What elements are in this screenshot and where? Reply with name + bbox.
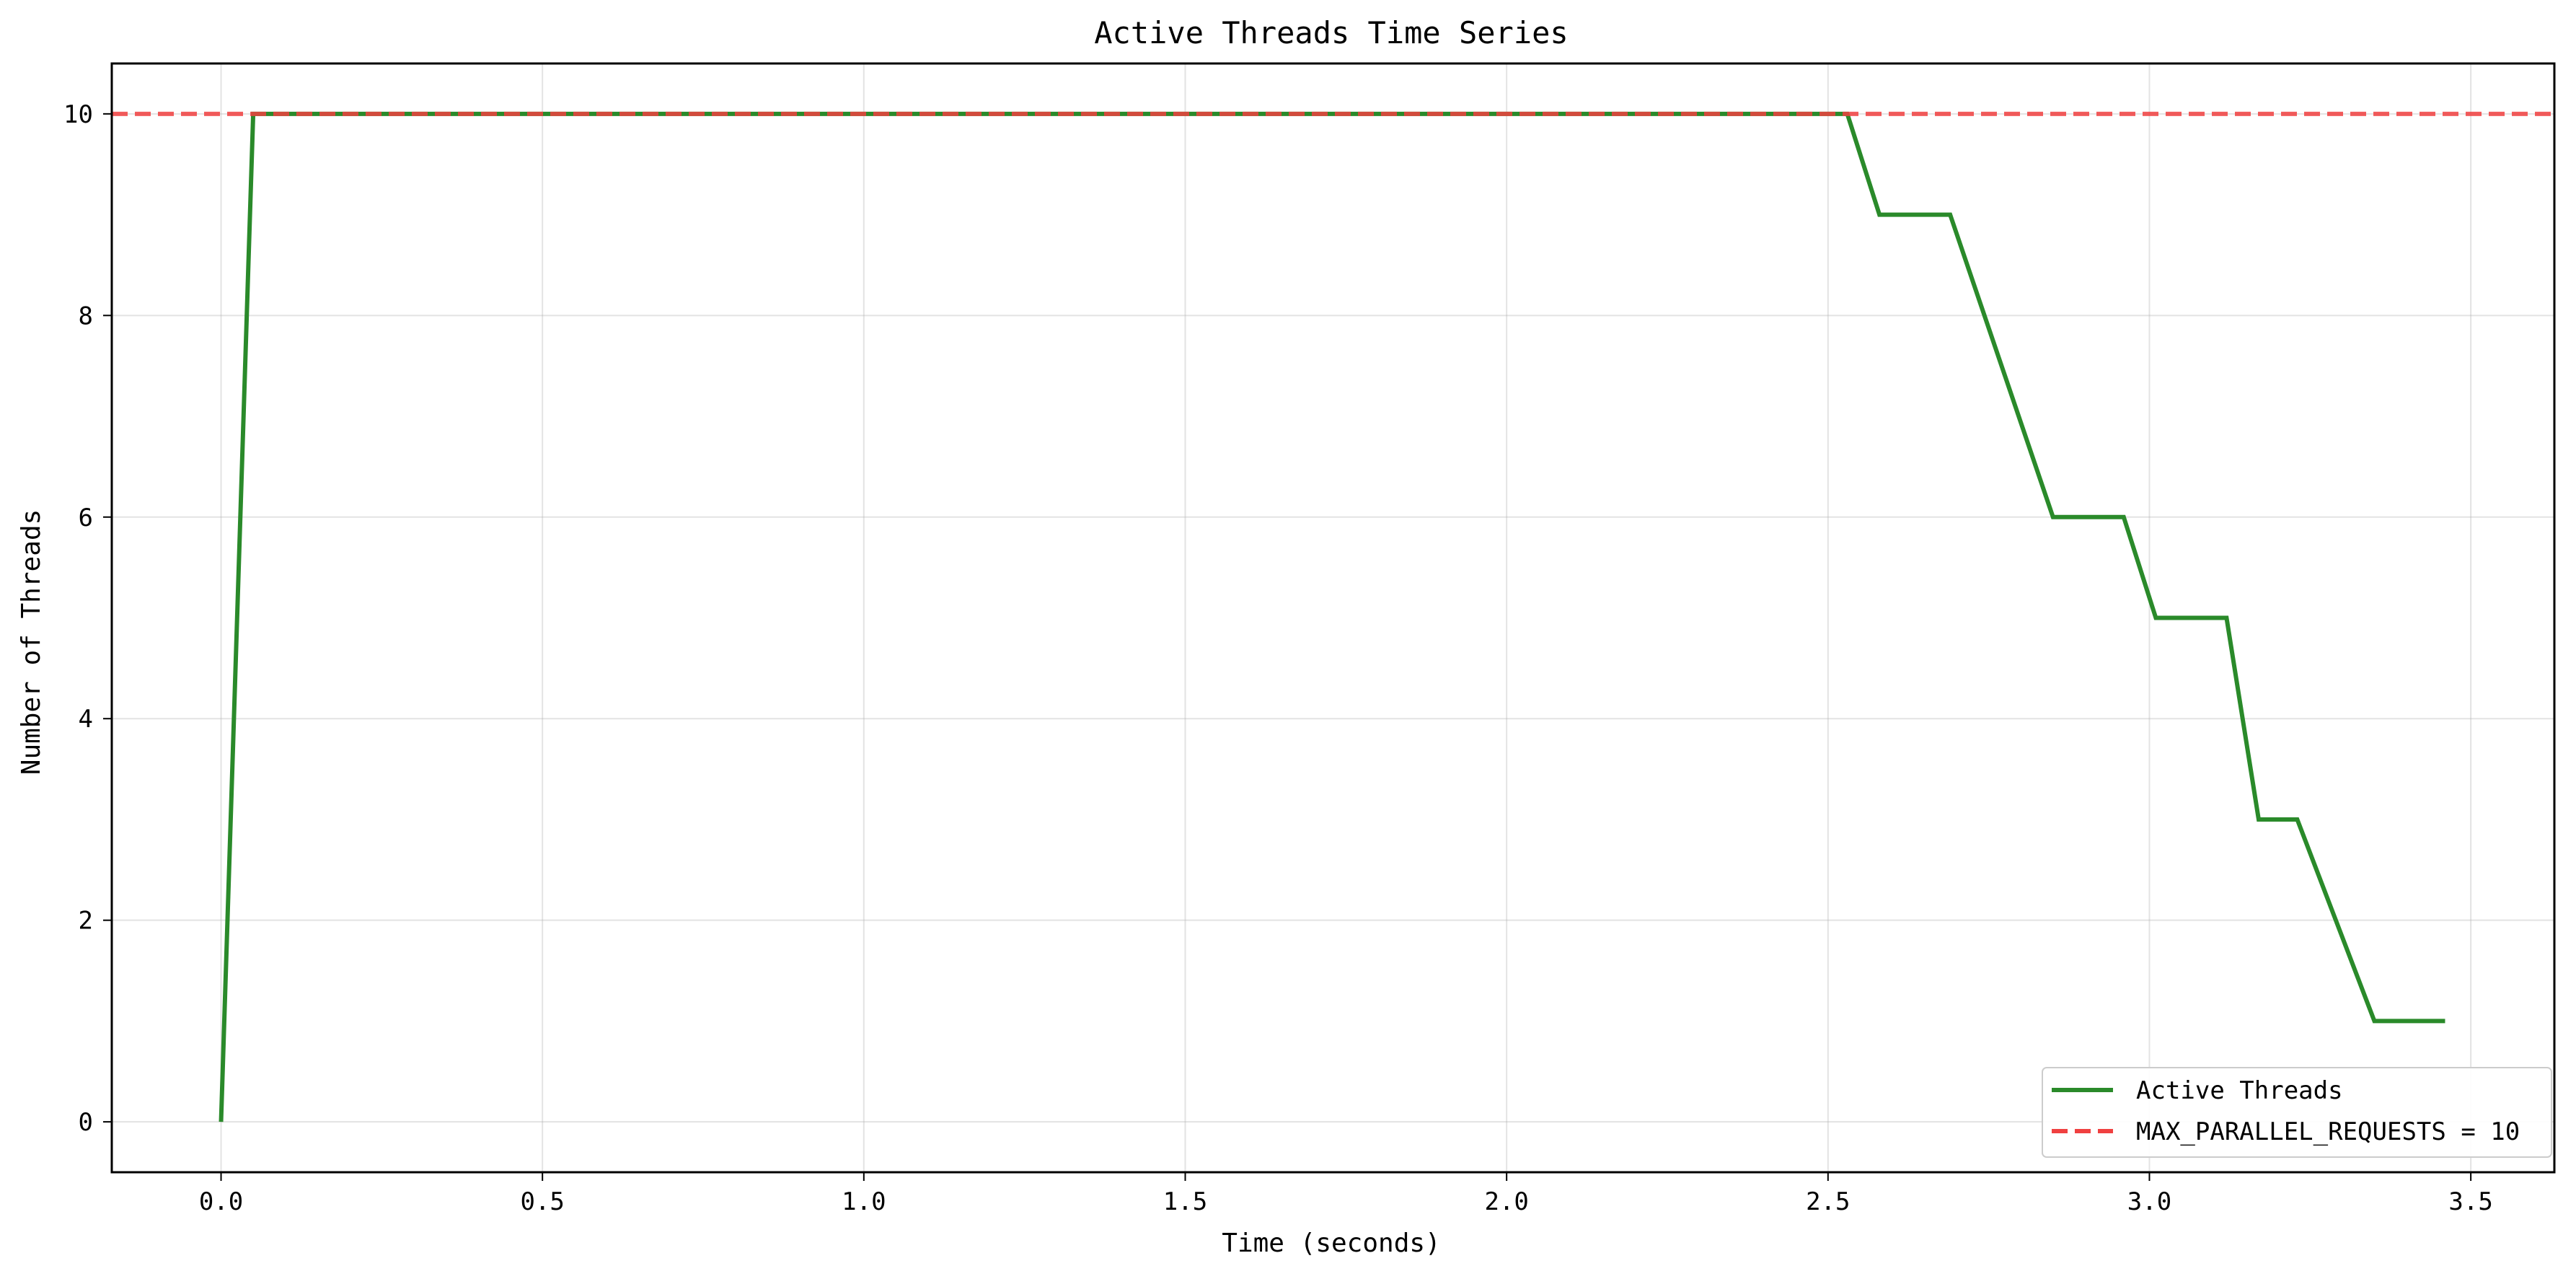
legend-label-max-parallel: MAX_PARALLEL_REQUESTS = 10 (2136, 1117, 2520, 1146)
series-layer (112, 111, 2554, 1122)
y-tick-label: 6 (79, 504, 93, 532)
y-tick-label: 8 (79, 302, 93, 330)
y-tick-label: 10 (63, 100, 93, 129)
y-tick-label: 4 (79, 705, 93, 734)
y-tick-label: 2 (79, 907, 93, 936)
y-axis-label: Number of Threads (17, 509, 46, 775)
x-tick-label: 3.5 (2448, 1187, 2492, 1216)
chart-title: Active Threads Time Series (1094, 15, 1568, 50)
x-tick-label: 0.5 (520, 1187, 564, 1216)
x-tick-label: 2.0 (1484, 1187, 1528, 1216)
x-tick-label: 1.5 (1163, 1187, 1207, 1216)
legend-box (2042, 1067, 2552, 1158)
x-tick-label: 1.0 (842, 1187, 886, 1216)
legend: Active Threads MAX_PARALLEL_REQUESTS = 1… (2042, 1067, 2552, 1158)
y-tick-label: 0 (79, 1108, 93, 1137)
x-axis-label: Time (seconds) (1222, 1229, 1440, 1258)
x-tick-label: 2.5 (1806, 1187, 1850, 1216)
x-tick-label: 0.0 (199, 1187, 243, 1216)
axis-ticks: 0.0 0.5 1.0 1.5 2.0 2.5 3.0 3.5 0 2 4 6 8 10 (63, 100, 2493, 1216)
plot-frame (110, 62, 2556, 1174)
x-tick-label: 3.0 (2127, 1187, 2171, 1216)
legend-label-active-threads: Active Threads (2136, 1076, 2343, 1105)
